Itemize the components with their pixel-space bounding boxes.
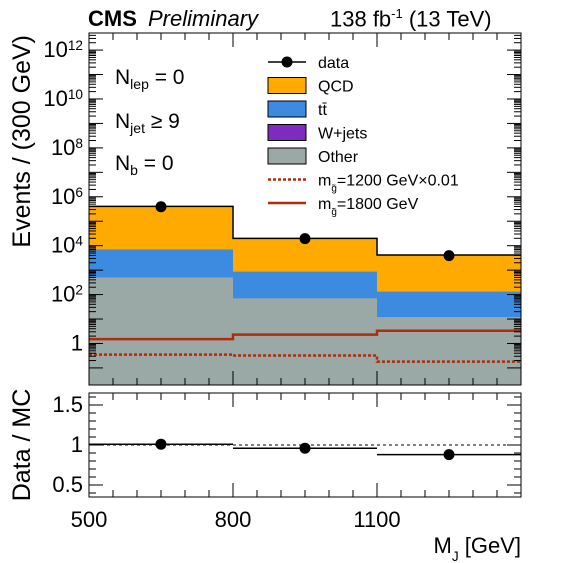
legend-label-Wjets: W+jets xyxy=(318,126,367,143)
y-axis-label: Events / (300 GeV) xyxy=(8,35,36,248)
legend-label-data: data xyxy=(318,55,349,72)
main-plot-area xyxy=(89,205,521,385)
ratio-y-axis-label: Data / MC xyxy=(8,389,36,502)
energy-label: (13 TeV) xyxy=(408,6,492,32)
data-point-0 xyxy=(155,201,167,213)
x-tick-label-0: 500 xyxy=(71,507,108,532)
data-point-2 xyxy=(443,250,455,262)
x-tick-label-2: 1100 xyxy=(353,507,400,532)
legend-label-ttbar: tt̄ xyxy=(318,102,327,119)
legend-swatch-Other xyxy=(267,147,307,165)
y-tick-label-2: 108 xyxy=(51,135,83,160)
nb-annotation: Nb = 0 xyxy=(115,152,174,179)
ratio-y-tick-label-2: 1.5 xyxy=(52,392,83,417)
y-tick-label-6: 1 xyxy=(71,330,83,355)
signal-line-1200 xyxy=(89,353,521,363)
stack-bar-Other-0 xyxy=(89,277,233,385)
legend-label-sig1200: mg̃=1200 GeV×0.01 xyxy=(318,173,459,195)
lumi-exponent: -1 xyxy=(391,6,403,21)
experiment-label: CMS xyxy=(88,6,137,31)
data-point-1 xyxy=(299,233,311,245)
legend-swatch-ttbar xyxy=(267,100,307,118)
legend-data-marker xyxy=(281,56,293,68)
ratio-point-2 xyxy=(443,449,455,461)
x-axis-label: MJ [GeV] xyxy=(434,533,522,563)
status-label: Preliminary xyxy=(148,6,259,31)
ratio-y-tick-label-0: 0.5 xyxy=(52,472,83,497)
legend-label-sig1800: mg̃=1800 GeV xyxy=(318,196,419,218)
nlep-annotation: Nlep = 0 xyxy=(115,66,185,93)
legend-swatch-QCD xyxy=(267,77,307,94)
njet-annotation: Njet ≥ 9 xyxy=(115,110,180,137)
y-tick-label-0: 1012 xyxy=(43,37,83,62)
legend-label-QCD: QCD xyxy=(318,79,354,96)
ratio-point-0 xyxy=(155,438,167,450)
y-tick-label-1: 1010 xyxy=(43,86,83,111)
x-tick-label-1: 800 xyxy=(215,507,252,532)
y-tick-label-3: 106 xyxy=(51,184,83,209)
legend-swatch-Wjets xyxy=(267,124,307,141)
lumi-value: 138 fb xyxy=(330,6,392,32)
stack-bar-Other-1 xyxy=(233,298,377,385)
ratio-y-tick-label-1: 1 xyxy=(71,432,83,457)
ratio-point-1 xyxy=(299,442,311,454)
legend-label-Other: Other xyxy=(318,149,359,166)
stack-bar-Other-2 xyxy=(377,317,521,385)
y-tick-label-5: 102 xyxy=(51,282,83,307)
signal-line-1800 xyxy=(89,329,521,341)
y-tick-label-4: 104 xyxy=(51,233,83,258)
luminosity-label: 138 fb-1 (13 TeV) xyxy=(330,6,492,32)
